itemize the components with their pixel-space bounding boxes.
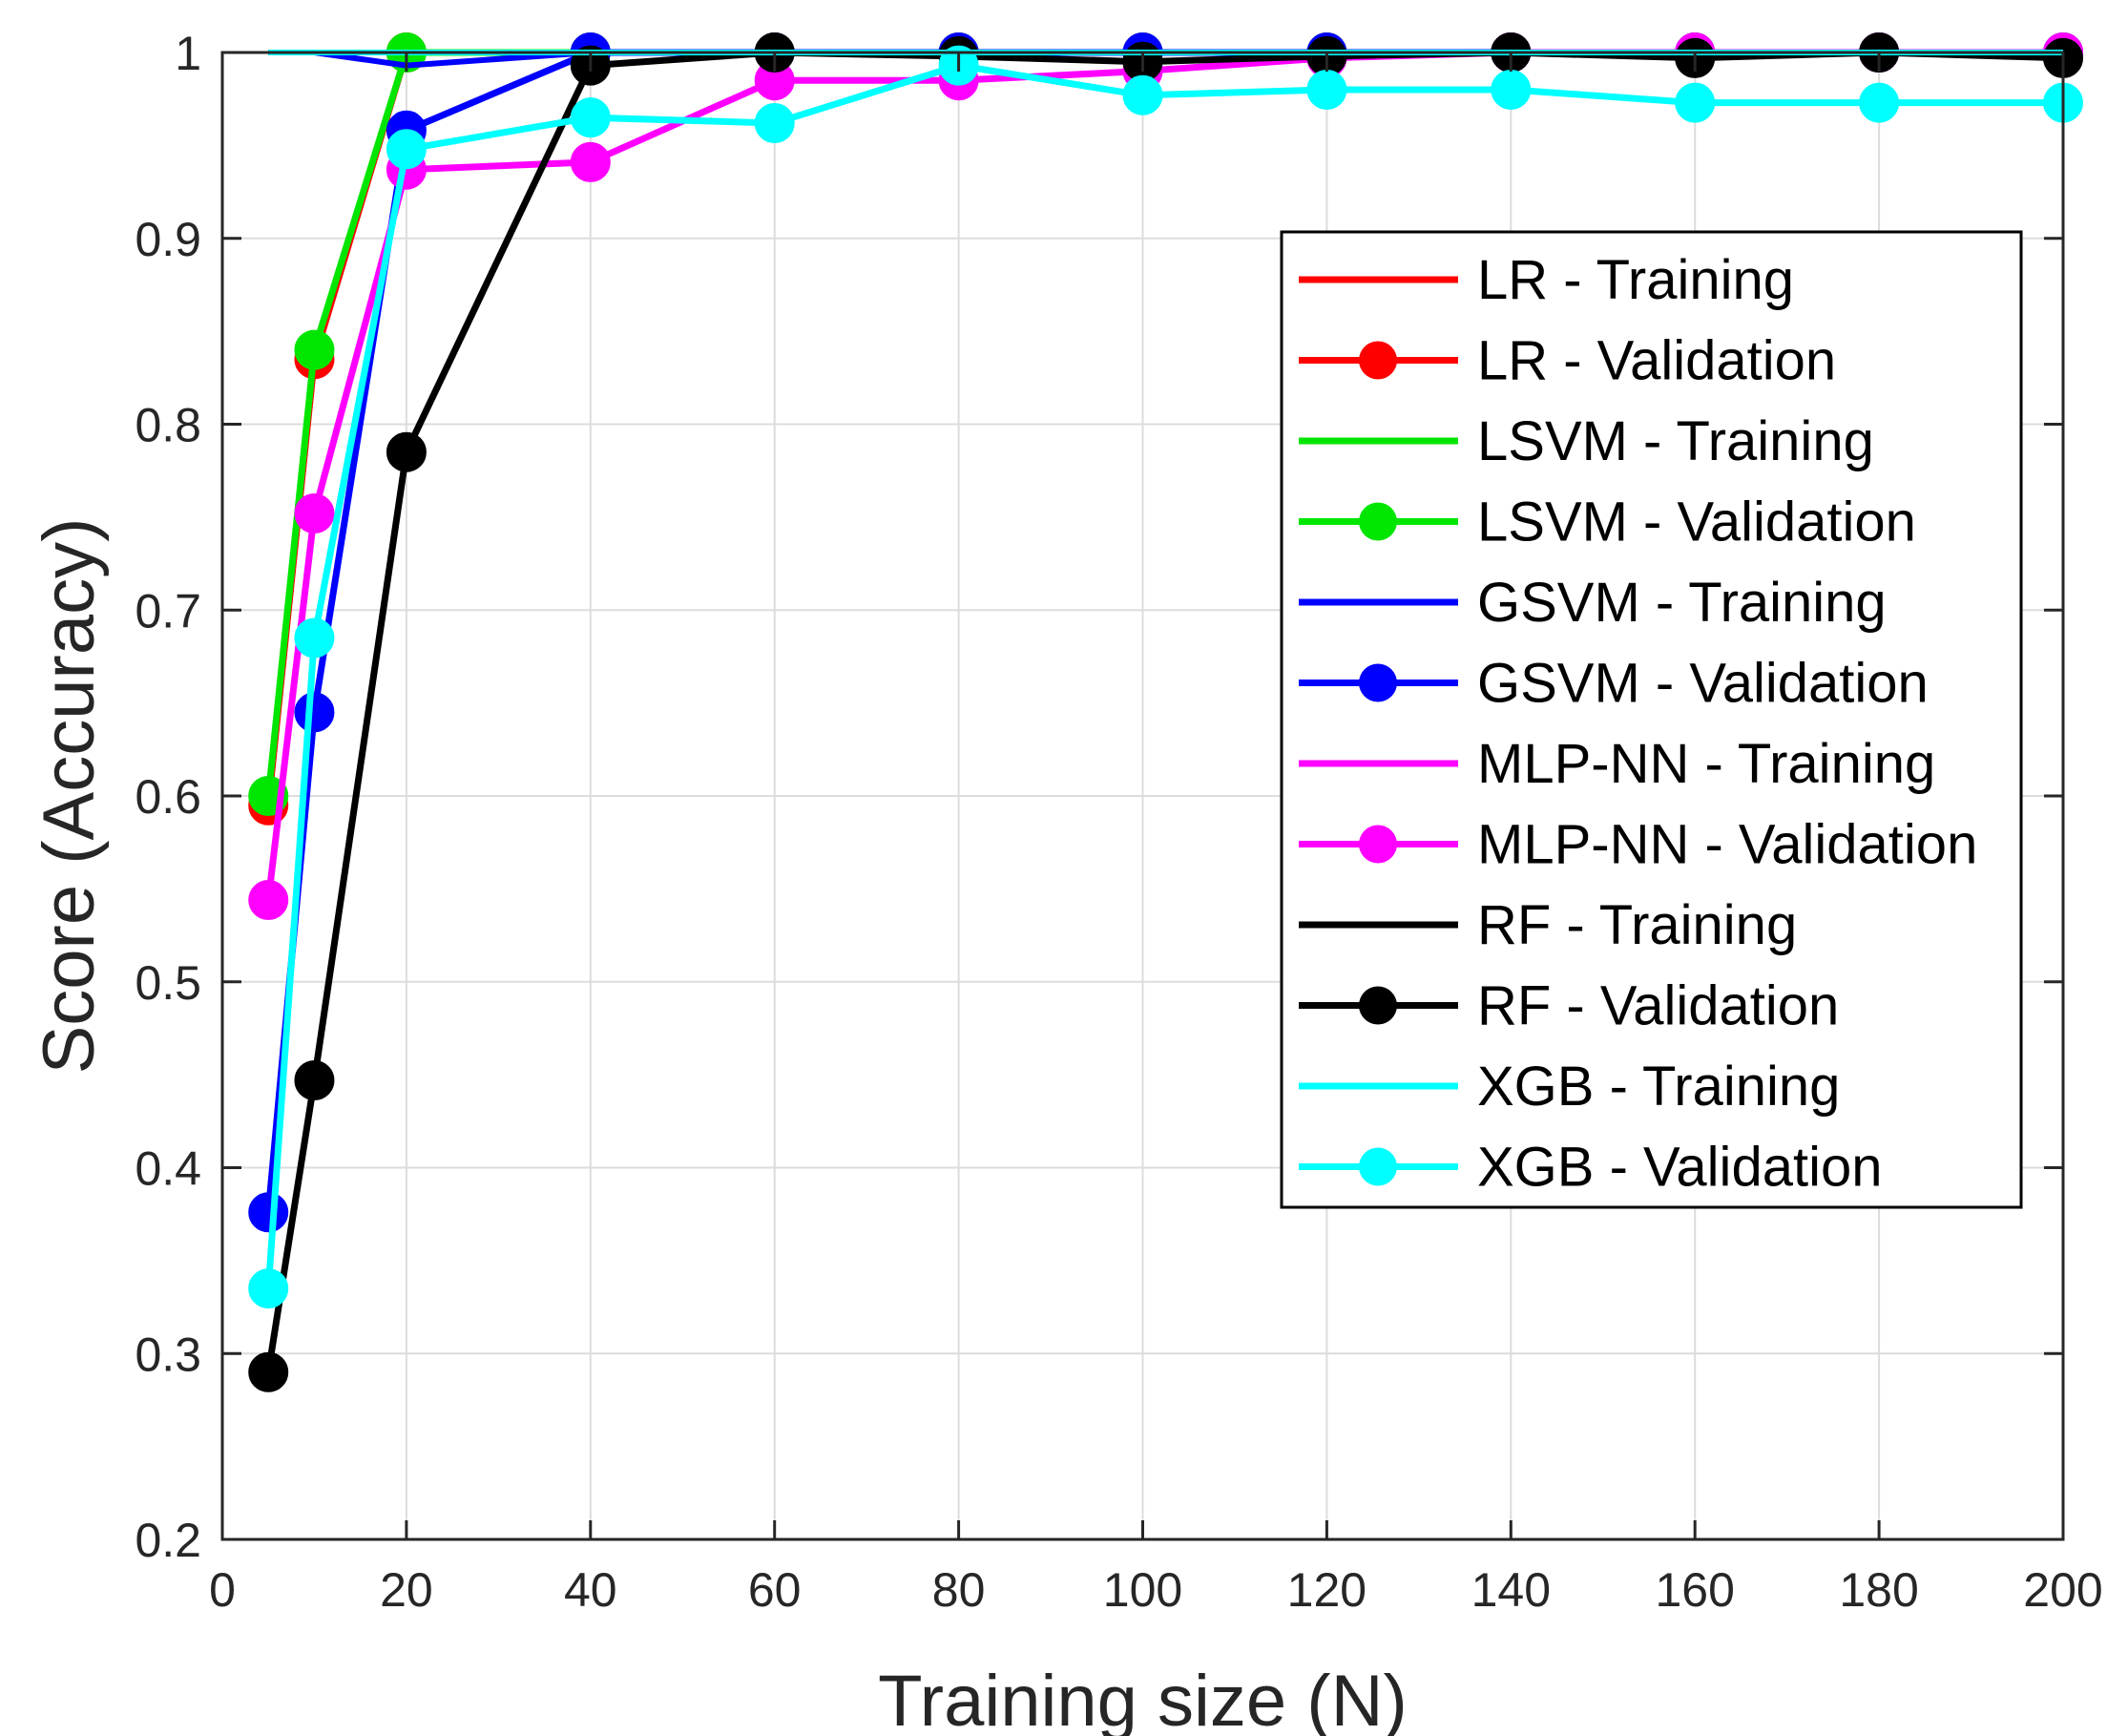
legend-marker-swatch: [1359, 502, 1397, 541]
data-point-xgb-validation: [248, 1268, 289, 1309]
x-tick-label: 160: [1655, 1563, 1734, 1617]
x-axis-label: Training size (N): [878, 1661, 1408, 1736]
legend-entry-gsvm-training: GSVM - Training: [1299, 572, 1887, 634]
data-point-rf-validation: [294, 1059, 335, 1100]
legend-entry-lr-validation: LR - Validation: [1299, 330, 1836, 392]
legend-entry-gsvm-validation: GSVM - Validation: [1299, 653, 1929, 715]
data-point-rf-validation: [386, 431, 427, 472]
legend-label: GSVM - Validation: [1477, 653, 1929, 715]
data-point-xgb-validation: [1675, 82, 1716, 123]
legend-marker-swatch: [1359, 825, 1397, 864]
data-point-mlp-nn-validation: [248, 880, 289, 921]
series-line-xgb-validation: [264, 62, 2063, 1289]
legend-entry-xgb-validation: XGB - Validation: [1299, 1137, 1882, 1199]
x-tick-label: 200: [2023, 1563, 2102, 1617]
x-tick-label: 20: [380, 1563, 433, 1617]
data-point-xgb-validation: [1491, 69, 1532, 110]
x-tick-label: 60: [748, 1563, 802, 1617]
x-tick-label: 120: [1287, 1563, 1367, 1617]
legend-marker-swatch: [1359, 341, 1397, 380]
legend-entry-rf-validation: RF - Validation: [1299, 975, 1839, 1037]
y-axis-label: Score (Accuracy): [29, 518, 110, 1075]
y-tick-label: 0.7: [135, 584, 201, 638]
x-tick-label: 0: [209, 1563, 236, 1617]
legend-marker-swatch: [1359, 986, 1397, 1025]
data-point-xgb-validation: [754, 103, 795, 144]
legend-label: LR - Training: [1477, 249, 1794, 311]
y-tick-label: 0.2: [135, 1514, 201, 1567]
series-line-rf-validation: [264, 49, 2064, 1373]
data-point-rf-validation: [248, 1351, 289, 1392]
axis-ticks: 0 20 40 60 80 100 120 140 160 180 200 0.2 0.3 0.4 0.5 0…: [135, 27, 2102, 1617]
data-point-mlp-nn-validation: [570, 141, 611, 182]
data-point-xgb-validation: [1122, 74, 1163, 115]
x-tick-label: 140: [1471, 1563, 1551, 1617]
legend-label: MLP-NN - Training: [1477, 733, 1935, 795]
data-point-gsvm-validation: [294, 692, 335, 733]
legend-entry-rf-training: RF - Training: [1299, 894, 1797, 956]
y-tick-label: 1: [175, 27, 201, 80]
legend-label: LSVM - Validation: [1477, 492, 1916, 554]
legend-label: MLP-NN - Validation: [1477, 814, 1977, 876]
legend-label: LSVM - Training: [1477, 410, 1874, 472]
series-xgb-validation: [248, 45, 2083, 1309]
legend-entry-mlp-nn-training: MLP-NN - Training: [1299, 733, 1935, 795]
data-point-lsvm-validation: [294, 329, 335, 370]
legend: LR - Training LR - Validation LSVM - Train…: [1280, 230, 2023, 1209]
legend-entry-lsvm-training: LSVM - Training: [1299, 410, 1874, 472]
legend-box: [1280, 230, 2023, 1209]
legend-entry-mlp-nn-validation: MLP-NN - Validation: [1299, 814, 1977, 876]
legend-label: XGB - Training: [1477, 1056, 1840, 1118]
data-point-mlp-nn-validation: [294, 492, 335, 533]
legend-entry-lr-training: LR - Training: [1299, 249, 1794, 311]
y-tick-label: 0.6: [135, 770, 201, 824]
y-tick-label: 0.5: [135, 956, 201, 1010]
y-tick-label: 0.3: [135, 1328, 201, 1381]
legend-entry-xgb-training: XGB - Training: [1299, 1056, 1840, 1118]
x-tick-label: 100: [1103, 1563, 1182, 1617]
legend-entry-lsvm-validation: LSVM - Validation: [1299, 492, 1916, 554]
data-point-gsvm-validation: [248, 1192, 289, 1233]
x-tick-label: 80: [932, 1563, 986, 1617]
x-tick-label: 40: [564, 1563, 617, 1617]
y-tick-label: 0.4: [135, 1142, 201, 1196]
legend-label: LR - Validation: [1477, 330, 1836, 392]
y-tick-label: 0.8: [135, 399, 201, 452]
y-tick-label: 0.9: [135, 213, 201, 266]
legend-label: XGB - Validation: [1477, 1137, 1882, 1199]
data-point-xgb-validation: [386, 129, 427, 170]
data-point-xgb-validation: [1306, 69, 1347, 110]
data-point-xgb-validation: [294, 617, 335, 659]
legend-label: RF - Training: [1477, 894, 1797, 956]
data-point-xgb-validation: [1859, 82, 1900, 123]
legend-marker-swatch: [1359, 1147, 1397, 1186]
legend-label: RF - Validation: [1477, 975, 1839, 1037]
legend-marker-swatch: [1359, 663, 1397, 702]
x-tick-label: 180: [1839, 1563, 1918, 1617]
legend-label: GSVM - Training: [1477, 572, 1887, 634]
data-point-xgb-validation: [570, 97, 611, 138]
